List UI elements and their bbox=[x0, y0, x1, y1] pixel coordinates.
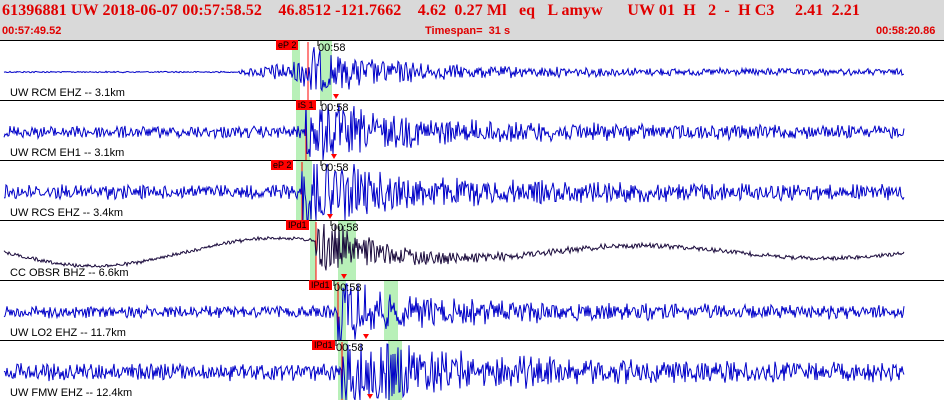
station-label: UW RCM EHZ -- 3.1km bbox=[10, 87, 125, 99]
trace-waveform bbox=[0, 100, 944, 160]
pick-flag[interactable]: iS 1 bbox=[296, 100, 316, 110]
station-label: UW RCM EH1 -- 3.1km bbox=[10, 147, 125, 159]
seismic-waveform bbox=[3, 223, 905, 271]
pick-marker-icon bbox=[367, 394, 373, 399]
trace-waveform bbox=[0, 40, 944, 100]
seismic-waveform bbox=[3, 343, 905, 400]
trace-panel[interactable]: IPd1 00:58 UW LO2 EHZ -- 11.7km bbox=[0, 280, 944, 340]
pick-marker-icon bbox=[363, 334, 369, 339]
time-tick-label: 00:58 bbox=[318, 42, 346, 54]
pick-flag[interactable]: IPd1 bbox=[309, 280, 332, 290]
seismogram-panel: eP 2 00:58 UW RCM EHZ -- 3.1km iS 1 00:5… bbox=[0, 40, 944, 400]
pick-marker-icon bbox=[327, 214, 333, 219]
trace-panel[interactable]: iS 1 00:58 UW RCM EH1 -- 3.1km bbox=[0, 100, 944, 160]
trace-waveform bbox=[0, 160, 944, 220]
pick-marker-icon bbox=[331, 154, 337, 159]
trace-panel[interactable]: eP 2 00:58 UW RCM EHZ -- 3.1km bbox=[0, 40, 944, 100]
seismic-waveform bbox=[3, 47, 905, 93]
trace-waveform bbox=[0, 340, 944, 400]
station-label: UW RCS EHZ -- 3.4km bbox=[10, 207, 124, 219]
pick-window bbox=[310, 221, 316, 280]
seismic-waveform bbox=[3, 163, 905, 220]
time-tick-label: 00:58 bbox=[334, 282, 362, 294]
station-label: CC OBSR BHZ -- 6.6km bbox=[10, 267, 129, 279]
trace-panel[interactable]: IPd1 00:58 UW FMW EHZ -- 12.4km bbox=[0, 340, 944, 400]
station-label: UW FMW EHZ -- 12.4km bbox=[10, 387, 133, 399]
time-tick-label: 00:58 bbox=[331, 222, 359, 234]
station-label: UW LO2 EHZ -- 11.7km bbox=[10, 327, 126, 339]
pick-marker-icon bbox=[341, 274, 347, 279]
time-tick-label: 00:58 bbox=[321, 162, 349, 174]
seismic-waveform bbox=[3, 283, 905, 340]
seismic-waveform bbox=[3, 103, 905, 160]
event-header: 61396881 UW 2018-06-07 00:57:58.52 46.85… bbox=[0, 0, 944, 40]
pick-flag[interactable]: eP 2 bbox=[276, 40, 299, 50]
event-summary: 61396881 UW 2018-06-07 00:57:58.52 46.85… bbox=[2, 2, 860, 19]
end-time: 00:58:20.86 bbox=[876, 25, 936, 37]
trace-panel[interactable]: eP 2 00:58 UW RCS EHZ -- 3.4km bbox=[0, 160, 944, 220]
trace-panel[interactable]: IPd1 00:58 CC OBSR BHZ -- 6.6km bbox=[0, 220, 944, 280]
pick-flag[interactable]: IPd1 bbox=[312, 340, 335, 350]
pick-marker-icon bbox=[333, 94, 339, 99]
trace-waveform bbox=[0, 220, 944, 280]
pick-flag[interactable]: eP 2 bbox=[271, 160, 294, 170]
pick-window bbox=[292, 41, 300, 100]
time-tick-label: 00:58 bbox=[336, 342, 364, 354]
start-time: 00:57:49.52 bbox=[2, 25, 62, 37]
pick-flag[interactable]: IPd1 bbox=[286, 220, 309, 230]
trace-waveform bbox=[0, 280, 944, 340]
time-tick-label: 00:58 bbox=[321, 102, 349, 114]
timespan-label: Timespan= 31 s bbox=[425, 25, 511, 37]
